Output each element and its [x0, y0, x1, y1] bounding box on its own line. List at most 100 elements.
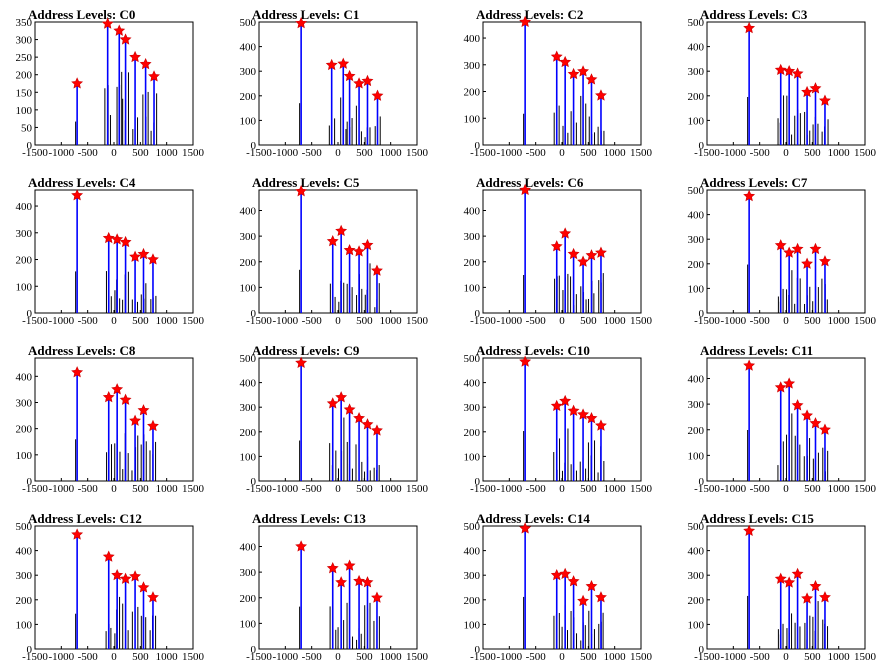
peak-marker — [577, 594, 589, 607]
y-tick-label: 400 — [16, 371, 33, 383]
y-tick-label: 400 — [240, 378, 257, 390]
peak-marker — [791, 67, 804, 79]
peak-marker — [111, 233, 124, 245]
peak-marker — [137, 581, 150, 593]
x-tick-label: -1500 — [470, 315, 496, 327]
y-tick-label: 400 — [464, 546, 481, 558]
y-tick-label: 200 — [688, 425, 705, 437]
y-tick-label: 0 — [699, 644, 705, 656]
plot-frame — [706, 525, 866, 650]
peak-marker — [147, 419, 159, 432]
peak-marker — [148, 70, 160, 82]
y-tick-label: 0 — [475, 644, 481, 656]
y-tick-label: 100 — [464, 619, 481, 631]
x-tick-label: 1000 — [828, 651, 851, 663]
x-tick-label: -1000 — [48, 651, 74, 663]
y-tick-label: 0 — [251, 140, 257, 152]
x-tick-label: 1500 — [182, 483, 205, 495]
y-tick-label: 0 — [27, 140, 33, 152]
plot-frame — [34, 357, 194, 482]
x-tick-label: 1000 — [604, 315, 627, 327]
x-tick-label: -1500 — [470, 147, 496, 159]
x-tick-label: 0 — [559, 147, 565, 159]
peak-marker — [71, 366, 84, 378]
y-tick-label: 100 — [240, 115, 257, 127]
y-tick-label: 200 — [16, 424, 33, 436]
panel-title: Address Levels: C2 — [476, 7, 583, 22]
x-tick-label: -1000 — [720, 147, 746, 159]
peak-marker — [129, 570, 141, 582]
peak-marker — [595, 419, 607, 431]
y-tick-label: 400 — [240, 542, 257, 554]
x-tick-label: -1500 — [694, 651, 720, 663]
peak-marker — [595, 246, 607, 258]
x-tick-label: 1000 — [156, 483, 179, 495]
panel-c3: Address Levels: C30100200300400500-1500-… — [688, 7, 877, 159]
panel-title: Address Levels: C9 — [252, 343, 360, 358]
y-tick-label: 100 — [464, 113, 481, 125]
y-tick-label: 400 — [464, 206, 481, 218]
peak-marker — [335, 576, 348, 588]
peak-marker — [743, 189, 756, 202]
y-tick-label: 0 — [699, 476, 705, 488]
peak-marker — [147, 591, 159, 603]
panel-c15: Address Levels: C15 0 100 200 300 400 500 -1500… — [688, 511, 877, 663]
plot-frame — [34, 525, 194, 650]
y-tick-label: 300 — [464, 402, 481, 414]
x-tick-label: 1000 — [156, 315, 179, 327]
panel-title: Address Levels: C1 — [252, 7, 359, 22]
y-tick-label: 0 — [475, 476, 481, 488]
peak-marker — [801, 257, 813, 269]
y-tick-label: 200 — [688, 259, 705, 271]
peak-marker — [353, 412, 365, 424]
peak-marker — [71, 528, 84, 540]
peak-marker — [295, 356, 308, 368]
y-tick-label: 500 — [240, 17, 257, 29]
x-tick-label: 1000 — [380, 315, 403, 327]
x-tick-label: 1500 — [406, 315, 429, 327]
y-tick-label: 300 — [240, 231, 257, 243]
peak-marker — [371, 591, 383, 603]
x-tick-label: -1000 — [720, 315, 746, 327]
x-tick-label: 1000 — [380, 651, 403, 663]
peak-marker — [743, 359, 756, 371]
x-tick-label: 0 — [335, 147, 341, 159]
panel-title: Address Levels: C12 — [28, 511, 142, 526]
peak-marker — [791, 567, 804, 580]
x-tick-label: -500 — [302, 483, 323, 495]
plot-frame — [706, 357, 866, 482]
x-tick-label: -1000 — [496, 651, 522, 663]
y-tick-label: 200 — [464, 87, 481, 99]
peak-marker — [337, 57, 350, 69]
peak-marker — [111, 568, 124, 581]
y-tick-label: 0 — [27, 476, 33, 488]
y-tick-label: 300 — [688, 66, 705, 78]
peak-marker — [577, 255, 589, 267]
peak-marker — [71, 77, 84, 89]
y-tick-label: 250 — [16, 52, 33, 64]
x-tick-label: 1500 — [182, 147, 205, 159]
peak-marker — [801, 85, 813, 98]
y-tick-label: 200 — [464, 427, 481, 439]
y-tick-label: 400 — [688, 546, 705, 558]
x-tick-label: 0 — [335, 651, 341, 663]
y-tick-label: 300 — [240, 567, 257, 579]
peak-marker — [71, 189, 84, 201]
y-tick-label: 100 — [16, 281, 33, 293]
y-tick-label: 100 — [240, 451, 257, 463]
y-tick-label: 300 — [16, 570, 33, 582]
peak-marker — [819, 255, 831, 267]
x-tick-label: 0 — [111, 315, 117, 327]
peak-marker — [783, 246, 796, 258]
x-tick-label: 500 — [356, 483, 373, 495]
peak-marker — [111, 383, 124, 395]
y-tick-label: 300 — [688, 399, 705, 411]
peak-marker — [119, 33, 132, 45]
x-tick-label: 0 — [783, 147, 789, 159]
peak-marker — [147, 253, 159, 265]
y-tick-label: 400 — [688, 374, 705, 386]
y-tick-label: 0 — [699, 308, 705, 320]
x-tick-label: 0 — [111, 651, 117, 663]
y-tick-label: 200 — [16, 70, 33, 82]
x-tick-label: -500 — [750, 651, 771, 663]
